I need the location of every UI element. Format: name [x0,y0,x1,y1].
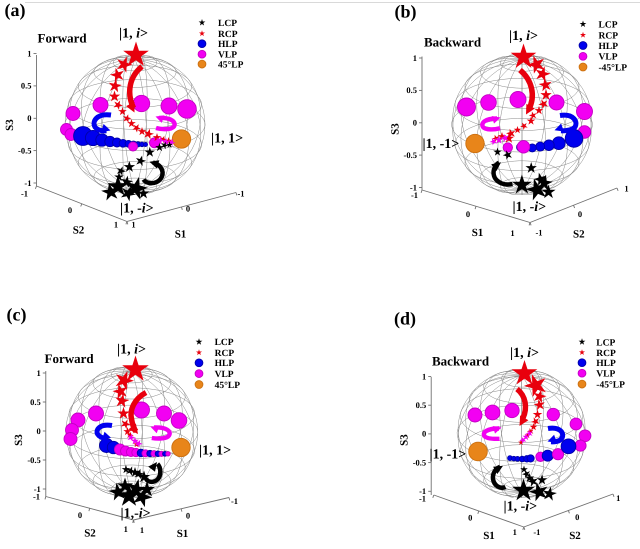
svg-text:-1: -1 [231,496,238,506]
svg-text:45°LP: 45°LP [218,61,244,71]
svg-text:0.5: 0.5 [30,397,41,407]
svg-text:-0.5: -0.5 [27,455,40,465]
svg-text:-1: -1 [237,189,244,199]
svg-text:-1: -1 [419,494,426,504]
svg-text:S3: S3 [399,434,411,446]
svg-text:HLP: HLP [215,359,235,369]
svg-text:HLP: HLP [599,42,619,52]
svg-text:VLP: VLP [218,51,237,61]
svg-text:Backward: Backward [432,354,490,369]
svg-text:VLP: VLP [596,370,615,380]
svg-text:0.5: 0.5 [406,85,417,95]
svg-text:45°LP: 45°LP [215,381,241,391]
svg-text:S3: S3 [4,119,16,131]
svg-text:0: 0 [575,512,579,522]
svg-text:1: 1 [140,525,144,535]
svg-text:1: 1 [114,220,118,230]
svg-text:1: 1 [513,527,517,537]
svg-text:0: 0 [27,113,31,123]
svg-text:|1,-i>: |1,-i> [121,507,151,522]
svg-text:|1, -1>: |1, -1> [430,448,467,463]
svg-text:|1, i>: |1, i> [119,27,148,42]
svg-text:RCP: RCP [218,30,238,40]
svg-text:1: 1 [616,493,620,503]
svg-text:|1, -i>: |1, -i> [504,500,538,515]
svg-text:-1: -1 [410,182,417,192]
svg-text:HLP: HLP [596,359,616,369]
svg-text:RCP: RCP [215,349,235,359]
svg-text:1: 1 [624,184,628,194]
svg-text:|1, i>: |1, i> [510,346,539,361]
svg-text:VLP: VLP [215,370,234,380]
svg-text:S3: S3 [390,123,402,135]
svg-text:0: 0 [413,118,417,128]
svg-text:0: 0 [578,209,582,219]
svg-text:S1: S1 [483,530,495,542]
svg-text:-1: -1 [535,228,542,238]
svg-text:Backward: Backward [424,35,482,50]
svg-text:HLP: HLP [218,40,238,50]
svg-text:0: 0 [186,511,190,521]
svg-text:-1: -1 [21,189,28,199]
svg-text:Forward: Forward [45,351,95,366]
svg-text:0: 0 [37,426,41,436]
svg-text:0: 0 [78,510,82,520]
svg-text:RCP: RCP [596,349,616,359]
svg-text:S1: S1 [177,528,189,540]
svg-text:S2: S2 [73,225,85,237]
svg-text:(a): (a) [5,0,26,20]
svg-text:LCP: LCP [596,338,615,348]
svg-text:S1: S1 [472,227,484,239]
svg-text:-1: -1 [33,492,40,502]
svg-text:Forward: Forward [38,31,88,46]
svg-text:S1: S1 [175,229,187,241]
svg-text:(c): (c) [7,305,27,325]
svg-text:-1: -1 [419,486,426,496]
svg-text:-0.5: -0.5 [18,145,31,155]
svg-text:1: 1 [510,228,514,238]
svg-text:S2: S2 [569,530,581,542]
svg-text:|1, 1>: |1, 1> [199,444,231,459]
svg-text:S2: S2 [573,229,585,241]
svg-text:0: 0 [68,205,72,215]
svg-text:VLP: VLP [599,53,618,63]
svg-text:(b): (b) [395,2,417,22]
svg-text:(d): (d) [394,309,416,329]
svg-text:LCP: LCP [215,338,234,348]
svg-text:0: 0 [468,513,472,523]
svg-text:S2: S2 [84,528,96,540]
svg-text:LCP: LCP [218,19,237,29]
svg-text:0: 0 [466,209,470,219]
svg-text:1: 1 [124,524,128,534]
svg-text:|1, i>: |1, i> [117,343,146,358]
svg-text:|1, i>: |1, i> [509,29,538,44]
svg-text:1: 1 [37,368,41,378]
svg-text:-45°LP: -45°LP [599,63,628,73]
svg-text:-45°LP: -45°LP [596,381,625,391]
svg-text:-1: -1 [34,484,41,494]
svg-text:-1: -1 [533,527,540,537]
svg-text:1: 1 [422,371,426,381]
svg-text:-1: -1 [24,178,31,188]
svg-text:0: 0 [422,429,426,439]
svg-text:|1, -1>: |1, -1> [423,137,460,152]
svg-text:LCP: LCP [599,21,618,31]
svg-text:1: 1 [413,53,417,63]
svg-text:0.5: 0.5 [21,81,32,91]
svg-text:-0.5: -0.5 [413,457,426,467]
svg-text:-1: -1 [411,190,418,200]
svg-text:0: 0 [186,204,190,214]
svg-text:RCP: RCP [599,31,619,41]
svg-text:S3: S3 [13,434,25,446]
svg-text:0.5: 0.5 [416,400,427,410]
svg-text:1: 1 [131,220,135,230]
svg-text:-0.5: -0.5 [404,150,417,160]
svg-text:|1, 1>: |1, 1> [211,132,243,147]
svg-text:1: 1 [27,48,31,58]
svg-text:|1, -i>: |1, -i> [513,200,547,215]
svg-text:|1, -i>: |1, -i> [120,202,154,217]
